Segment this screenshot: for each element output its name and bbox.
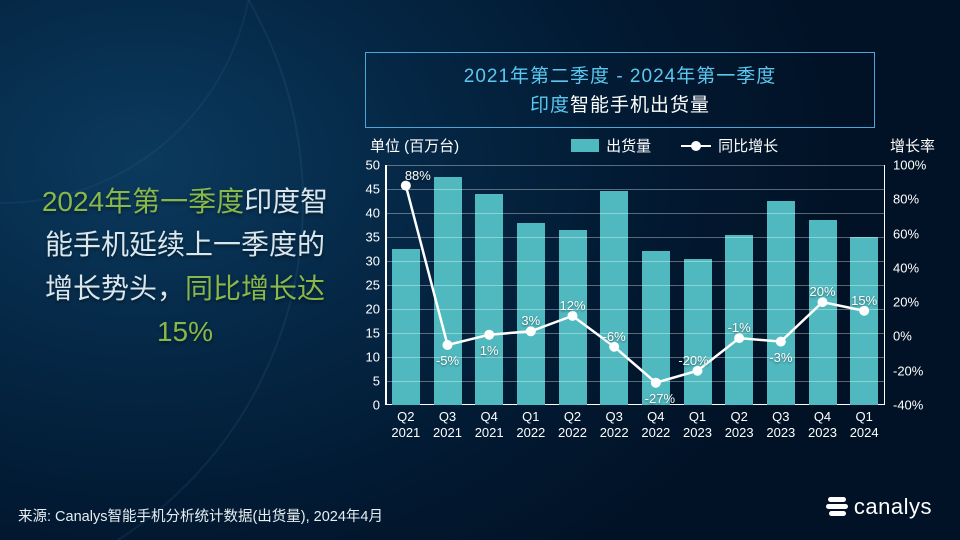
canalys-logo-icon [826, 496, 848, 518]
y-axis-right: -40%-20%0%20%40%60%80%100% [893, 165, 927, 405]
chart-title-rest: 智能手机出货量 [570, 95, 710, 116]
data-label: -6% [603, 329, 626, 344]
chart-legend: 单位 (百万台) 出货量 同比增长 增长率 [330, 135, 945, 156]
gridline [385, 357, 885, 358]
y-left-tick: 40 [350, 206, 380, 221]
y-right-tick: 20% [893, 295, 927, 310]
data-label: -27% [645, 391, 675, 406]
chart-title-box: 2021年第二季度 - 2024年第一季度 印度智能手机出货量 [365, 52, 875, 128]
x-tick: Q12024 [850, 409, 879, 442]
chart-title-line1: 2021年第二季度 - 2024年第一季度 [366, 61, 874, 88]
x-tick: Q32021 [433, 409, 462, 442]
y-right-tick: 100% [893, 158, 927, 173]
x-tick: Q12022 [516, 409, 545, 442]
legend-line: 同比增长 [681, 135, 778, 156]
y-left-tick: 45 [350, 182, 380, 197]
y-right-tick: 0% [893, 329, 927, 344]
plot-area: 88% -5% 1% 3% 12% -6% -27% -20% -1% -3% 20% 15% [385, 165, 885, 405]
data-label: 15% [851, 293, 877, 308]
gridline [385, 213, 885, 214]
y-left-tick: 0 [350, 398, 380, 413]
canalys-logo: canalys [826, 494, 932, 520]
data-label: 88% [405, 168, 431, 183]
legend-bar-label: 出货量 [606, 135, 651, 156]
data-label: 12% [559, 298, 585, 313]
y-right-tick: -40% [893, 398, 927, 413]
headline-quarter: 2024年第一季度 [42, 186, 244, 217]
source-text: 来源: Canalys智能手机分析统计数据(出货量), 2024年4月 [18, 505, 383, 526]
right-axis-title: 增长率 [890, 135, 935, 156]
gridline [385, 165, 885, 166]
gridline [385, 237, 885, 238]
x-tick: Q22023 [725, 409, 754, 442]
legend-line-label: 同比增长 [718, 135, 778, 156]
legend-items: 出货量 同比增长 [571, 135, 778, 156]
legend-bar-swatch [571, 139, 599, 152]
left-axis-title: 单位 (百万台) [370, 135, 459, 156]
y-left-tick: 15 [350, 326, 380, 341]
y-right-tick: 80% [893, 192, 927, 207]
y-axis-left: 05101520253035404550 [350, 165, 380, 405]
x-tick: Q12023 [683, 409, 712, 442]
data-label: -1% [728, 320, 751, 335]
y-left-tick: 25 [350, 278, 380, 293]
y-left-tick: 35 [350, 230, 380, 245]
chart-title-accent: 印度 [530, 95, 570, 116]
y-left-tick: 20 [350, 302, 380, 317]
legend-bar: 出货量 [571, 135, 651, 156]
x-tick: Q42023 [808, 409, 837, 442]
y-left-tick: 30 [350, 254, 380, 269]
x-tick: Q22022 [558, 409, 587, 442]
legend-line-swatch [681, 145, 711, 147]
gridline [385, 309, 885, 310]
y-right-tick: 60% [893, 226, 927, 241]
gridline [385, 333, 885, 334]
data-label: 1% [480, 343, 499, 358]
data-label: 3% [521, 313, 540, 328]
y-left-tick: 50 [350, 158, 380, 173]
y-right-tick: 40% [893, 260, 927, 275]
data-label: -20% [678, 353, 708, 368]
x-tick: Q42022 [641, 409, 670, 442]
y-left-tick: 10 [350, 350, 380, 365]
headline: 2024年第一季度印度智能手机延续上一季度的增长势头，同比增长达15% [40, 180, 330, 354]
gridline [385, 189, 885, 190]
y-left-tick: 5 [350, 374, 380, 389]
data-label: -5% [436, 353, 459, 368]
chart: 单位 (百万台) 出货量 同比增长 增长率 0 5 10 15 20 25 30 35 40 45… [330, 135, 945, 465]
gridline [385, 261, 885, 262]
data-label: 20% [809, 284, 835, 299]
canalys-logo-text: canalys [854, 494, 932, 520]
x-tick: Q22021 [391, 409, 420, 442]
chart-title-line2: 印度智能手机出货量 [366, 90, 874, 117]
gridline [385, 381, 885, 382]
y-right-tick: -20% [893, 363, 927, 378]
x-tick: Q32022 [600, 409, 629, 442]
data-label: -3% [769, 350, 792, 365]
x-tick: Q42021 [475, 409, 504, 442]
x-tick: Q32023 [766, 409, 795, 442]
